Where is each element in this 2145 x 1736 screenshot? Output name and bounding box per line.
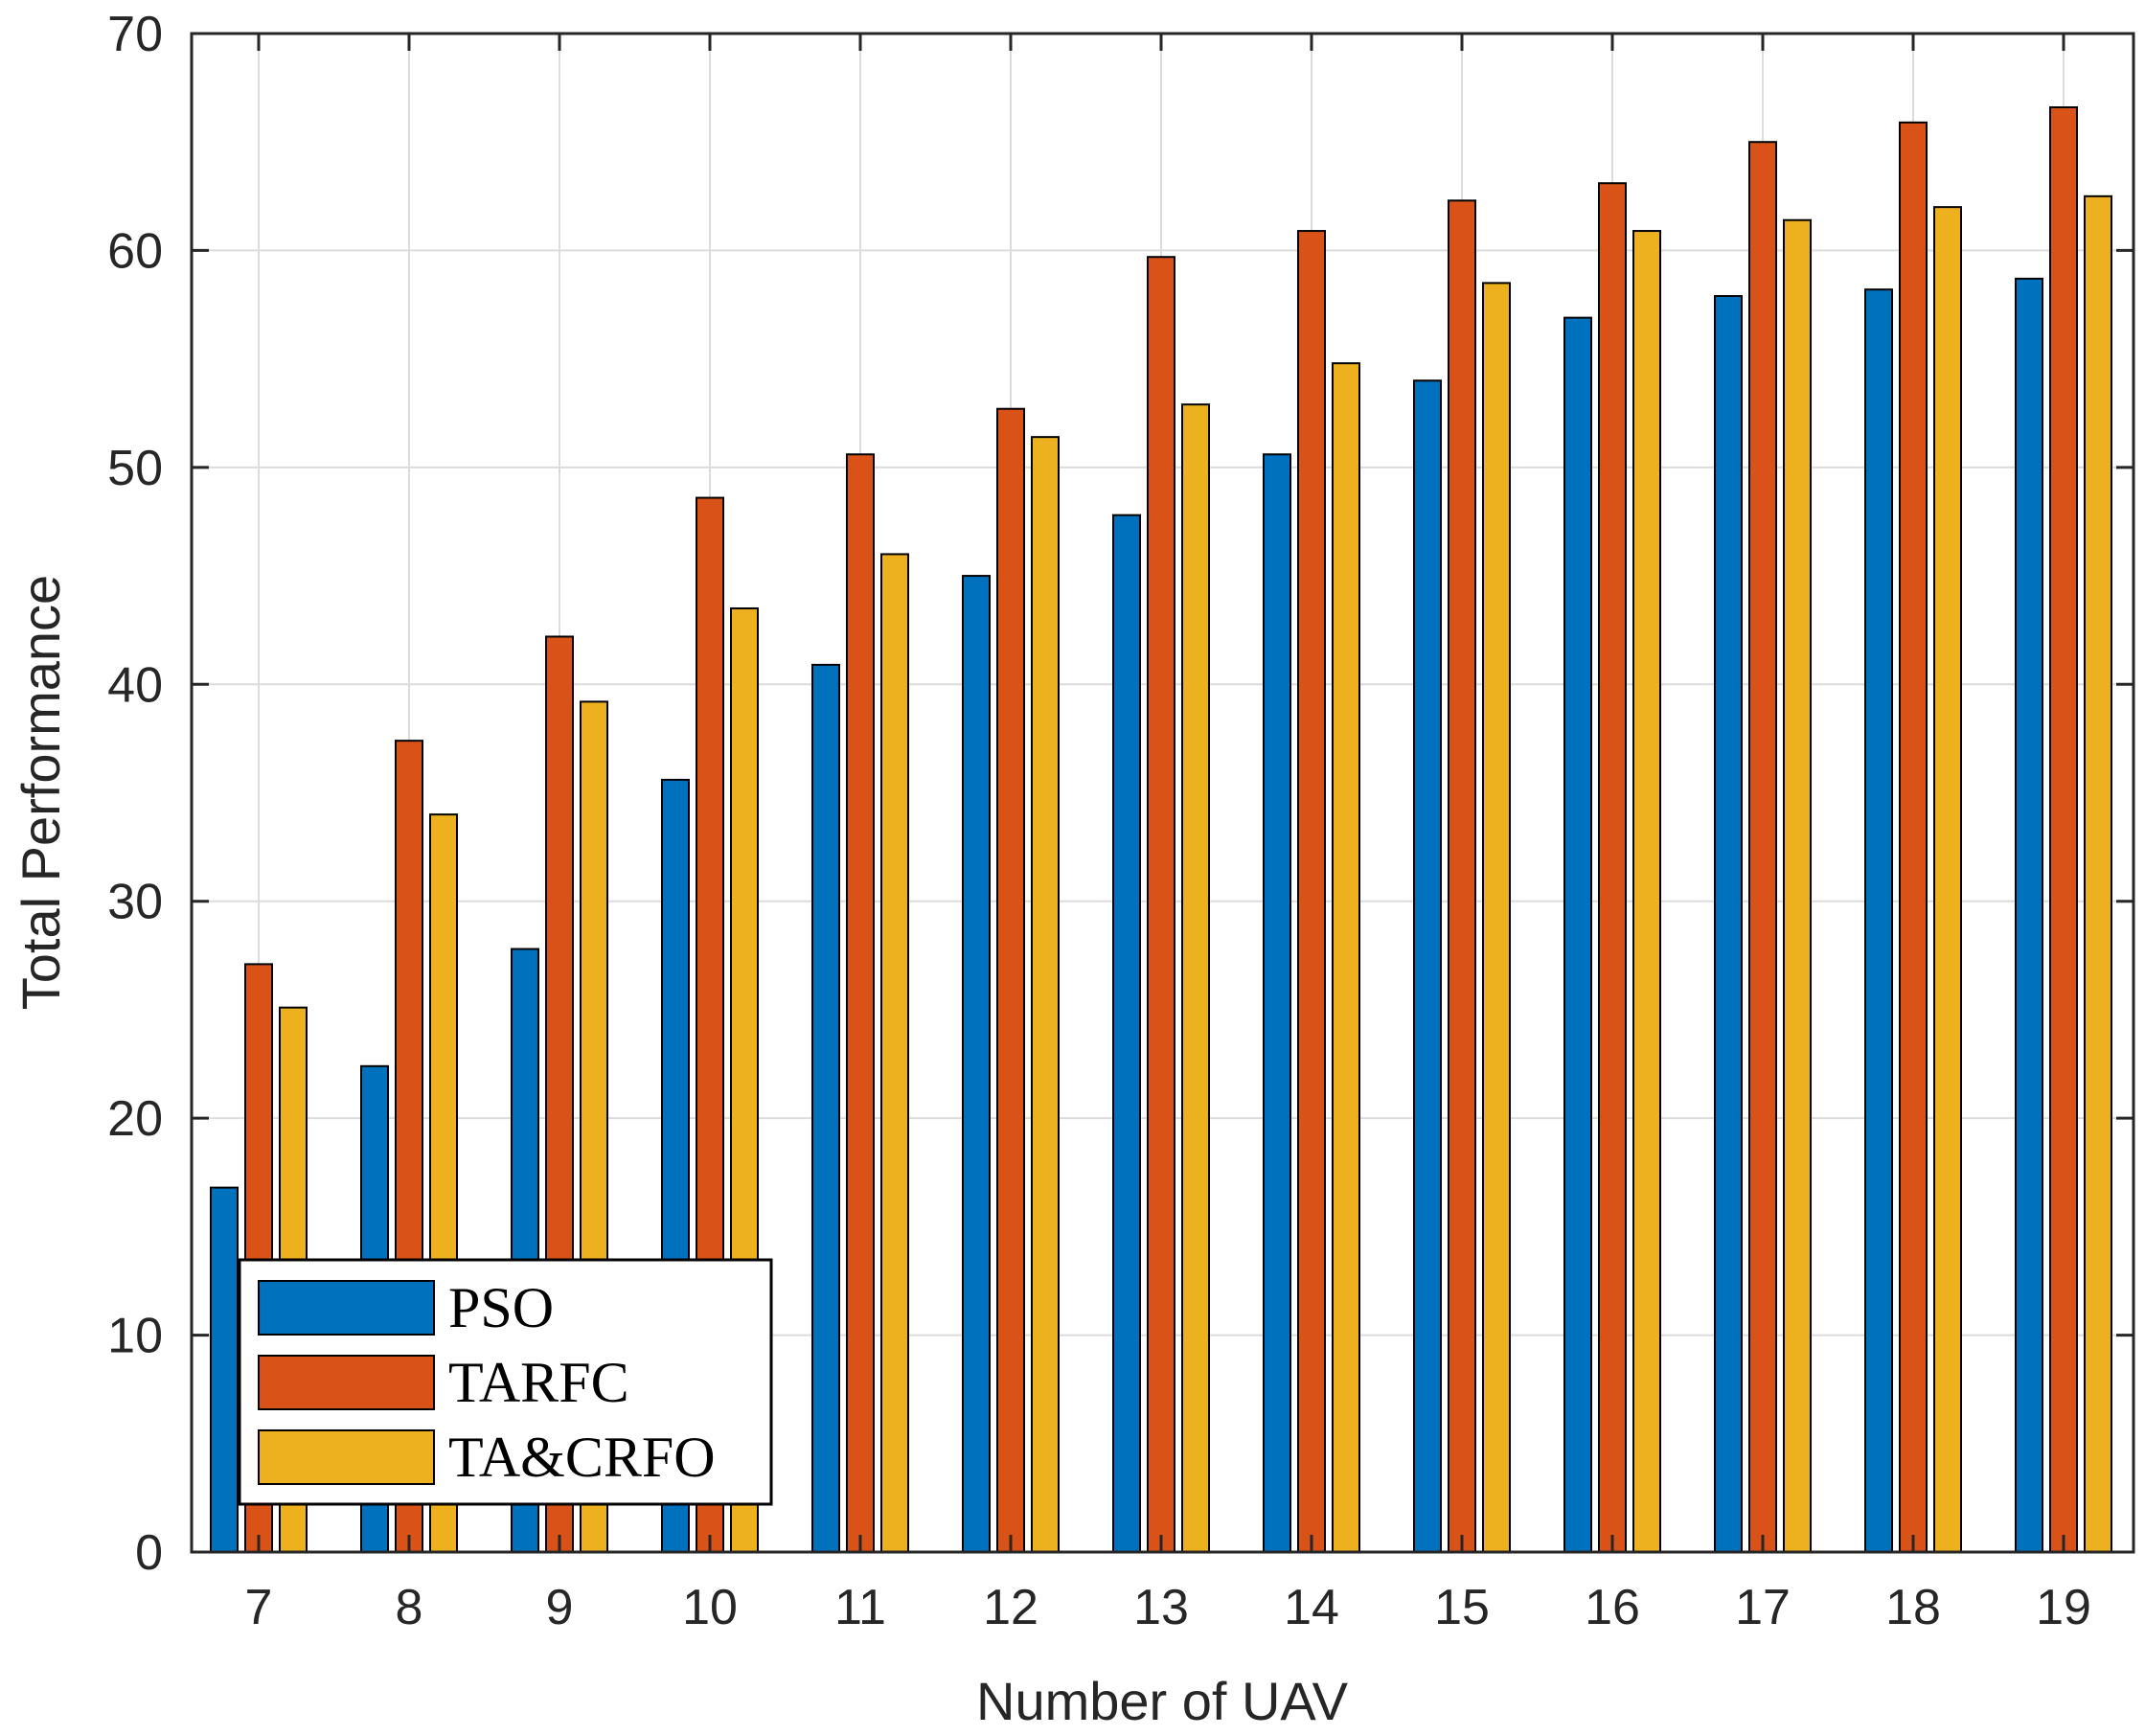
x-tick-label: 18: [1885, 1580, 1941, 1635]
legend-label-tarfc: TARFC: [448, 1351, 629, 1414]
bar-ta-crfo-12: [1031, 436, 1060, 1554]
bar-tarfc-18: [1899, 121, 1928, 1554]
bar-ta-crfo-17: [1783, 218, 1812, 1554]
x-tick-label: 13: [1133, 1580, 1189, 1635]
y-tick-label: 30: [107, 875, 163, 930]
legend-label-ta-crfo: TA&CRFO: [448, 1426, 716, 1489]
y-tick-labels: 0 10 20 30 40 50 60 70: [107, 7, 163, 1581]
bar-ta-crfo-13: [1181, 403, 1210, 1553]
y-tick-label: 70: [107, 7, 163, 62]
axis-ticks: [192, 32, 2134, 1554]
bar-tarfc-13: [1147, 256, 1175, 1553]
bars: [210, 105, 2112, 1554]
y-tick-label: 10: [107, 1309, 163, 1364]
bar-tarfc-19: [2049, 105, 2078, 1553]
legend-swatch-pso: [258, 1280, 435, 1336]
x-tick-label: 17: [1735, 1580, 1791, 1635]
x-axis-title: Number of UAV: [976, 1671, 1349, 1731]
bar-tarfc-14: [1297, 230, 1326, 1553]
bar-pso-18: [1864, 288, 1893, 1554]
legend-label-pso: PSO: [448, 1276, 554, 1339]
y-tick-label: 40: [107, 657, 163, 713]
x-tick-label: 14: [1284, 1580, 1339, 1635]
x-tick-label: 12: [983, 1580, 1038, 1635]
bar-pso-17: [1714, 294, 1743, 1554]
x-tick-label: 15: [1434, 1580, 1490, 1635]
y-tick-label: 50: [107, 441, 163, 496]
x-tick-label: 8: [396, 1580, 423, 1635]
bar-ta-crfo-15: [1482, 282, 1511, 1554]
bar-tarfc-16: [1598, 182, 1627, 1553]
bar-pso-16: [1563, 316, 1592, 1553]
legend-swatch-ta-crfo: [258, 1429, 435, 1485]
legend-swatch-tarfc: [258, 1355, 435, 1410]
y-tick-label: 20: [107, 1091, 163, 1147]
x-tick-label: 9: [546, 1580, 574, 1635]
bar-ta-crfo-16: [1632, 230, 1661, 1553]
bar-pso-13: [1112, 514, 1141, 1554]
x-tick-label: 10: [682, 1580, 738, 1635]
legend: PSO TARFC TA&CRFO: [238, 1258, 773, 1506]
x-tick-label: 16: [1585, 1580, 1640, 1635]
x-tick-label: 7: [245, 1580, 273, 1635]
y-axis-title: Total Performance: [11, 575, 71, 1010]
bar-ta-crfo-18: [1933, 206, 1962, 1554]
bar-tarfc-15: [1448, 199, 1476, 1554]
bar-ta-crfo-19: [2084, 194, 2112, 1554]
x-tick-label: 11: [834, 1580, 886, 1635]
bar-tarfc-12: [996, 407, 1025, 1553]
bar-pso-14: [1263, 453, 1291, 1553]
x-tick-labels: 7 8 9 10 11 12 13 14 15 16 17 18 19: [245, 1580, 2091, 1635]
bar-ta-crfo-11: [880, 553, 909, 1553]
bar-pso-19: [2015, 277, 2043, 1554]
y-tick-label: 60: [107, 223, 163, 279]
bar-ta-crfo-14: [1332, 362, 1360, 1554]
bar-tarfc-11: [846, 453, 875, 1553]
y-tick-label: 0: [135, 1525, 163, 1581]
x-tick-label: 19: [2036, 1580, 2091, 1635]
bar-pso-7: [210, 1186, 239, 1553]
bar-tarfc-17: [1748, 141, 1777, 1554]
bar-pso-15: [1413, 379, 1442, 1553]
bar-pso-12: [962, 575, 991, 1553]
bar-pso-11: [811, 663, 840, 1553]
